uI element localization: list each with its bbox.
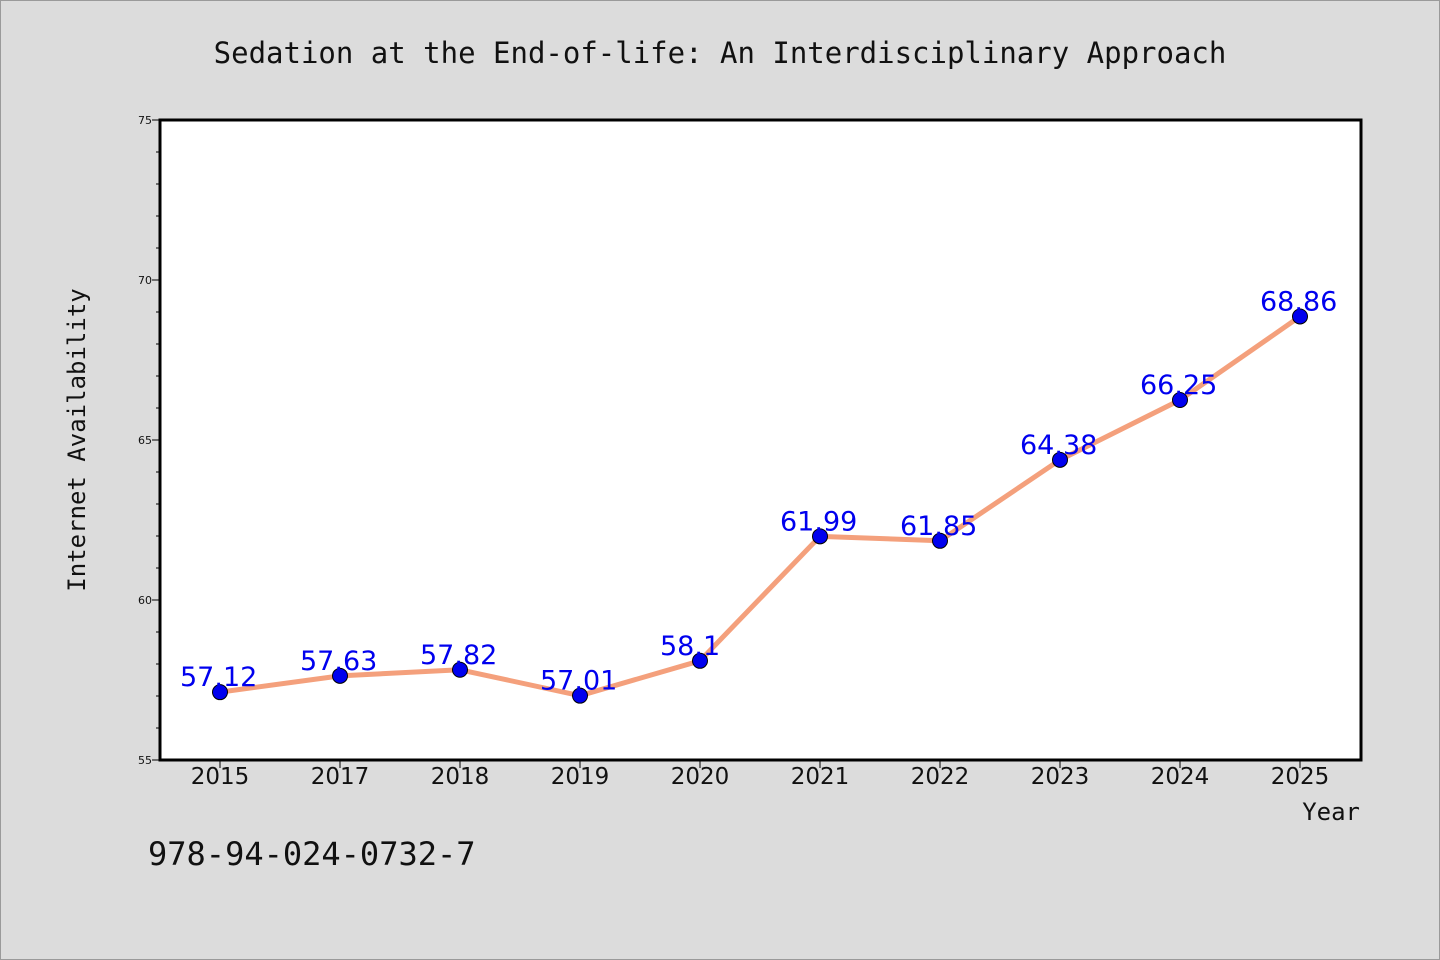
data-label: 66.25 — [1140, 370, 1217, 401]
data-point-marker — [1172, 392, 1188, 408]
y-tick-label: 60 — [138, 594, 152, 607]
data-point-marker — [1292, 308, 1308, 325]
data-label: 57.01 — [540, 666, 617, 697]
data-point-marker — [572, 687, 588, 704]
x-tick-label: 2020 — [671, 764, 730, 790]
data-point-marker — [932, 532, 948, 549]
x-tick-label: 2019 — [551, 764, 610, 790]
y-axis-label: Internet Availability — [63, 288, 91, 591]
y-tick-label: 70 — [138, 274, 152, 287]
x-axis-label: Year — [1302, 798, 1360, 826]
y-tick-label: 55 — [138, 754, 152, 767]
x-tick-label: 2025 — [1271, 764, 1330, 790]
data-label: 57.12 — [180, 662, 257, 693]
data-point-marker — [452, 661, 468, 678]
y-tick-label: 75 — [138, 114, 152, 127]
data-label: 58.1 — [660, 631, 720, 662]
series-line-group: 57.12 57.63 57.82 57.01 58.1 61.99 61.85 64.38 6… — [180, 286, 1337, 704]
series-line — [219, 314, 1302, 699]
x-tick-label: 2015 — [191, 764, 250, 790]
data-point-marker — [332, 667, 348, 684]
chart-title: Sedation at the End-of-life: An Interdis… — [214, 36, 1227, 70]
data-point-marker — [212, 684, 228, 701]
data-label: 57.63 — [300, 646, 377, 677]
data-label: 68.86 — [1260, 286, 1337, 317]
data-label: 61.99 — [780, 506, 857, 537]
data-label: 61.85 — [900, 511, 977, 542]
y-axis: 55 60 65 70 75 — [138, 114, 160, 767]
data-point-marker — [1052, 451, 1068, 468]
x-tick-label: 2023 — [1031, 764, 1090, 790]
plot-area — [158, 118, 1363, 762]
x-axis: 2015 2017 2018 2019 2020 2021 2022 2023 2024 2025 — [191, 760, 1330, 790]
x-tick-label: 2022 — [911, 764, 970, 790]
y-tick-label: 65 — [138, 434, 152, 447]
x-tick-label: 2024 — [1151, 764, 1210, 790]
x-tick-label: 2021 — [791, 764, 850, 790]
isbn-text: 978-94-024-0732-7 — [148, 835, 476, 873]
data-point-marker — [812, 528, 828, 545]
x-tick-label: 2018 — [431, 764, 490, 790]
x-tick-label: 2017 — [311, 764, 370, 790]
data-point-marker — [692, 652, 708, 669]
data-label: 57.82 — [420, 640, 497, 671]
data-label: 64.38 — [1020, 430, 1097, 461]
